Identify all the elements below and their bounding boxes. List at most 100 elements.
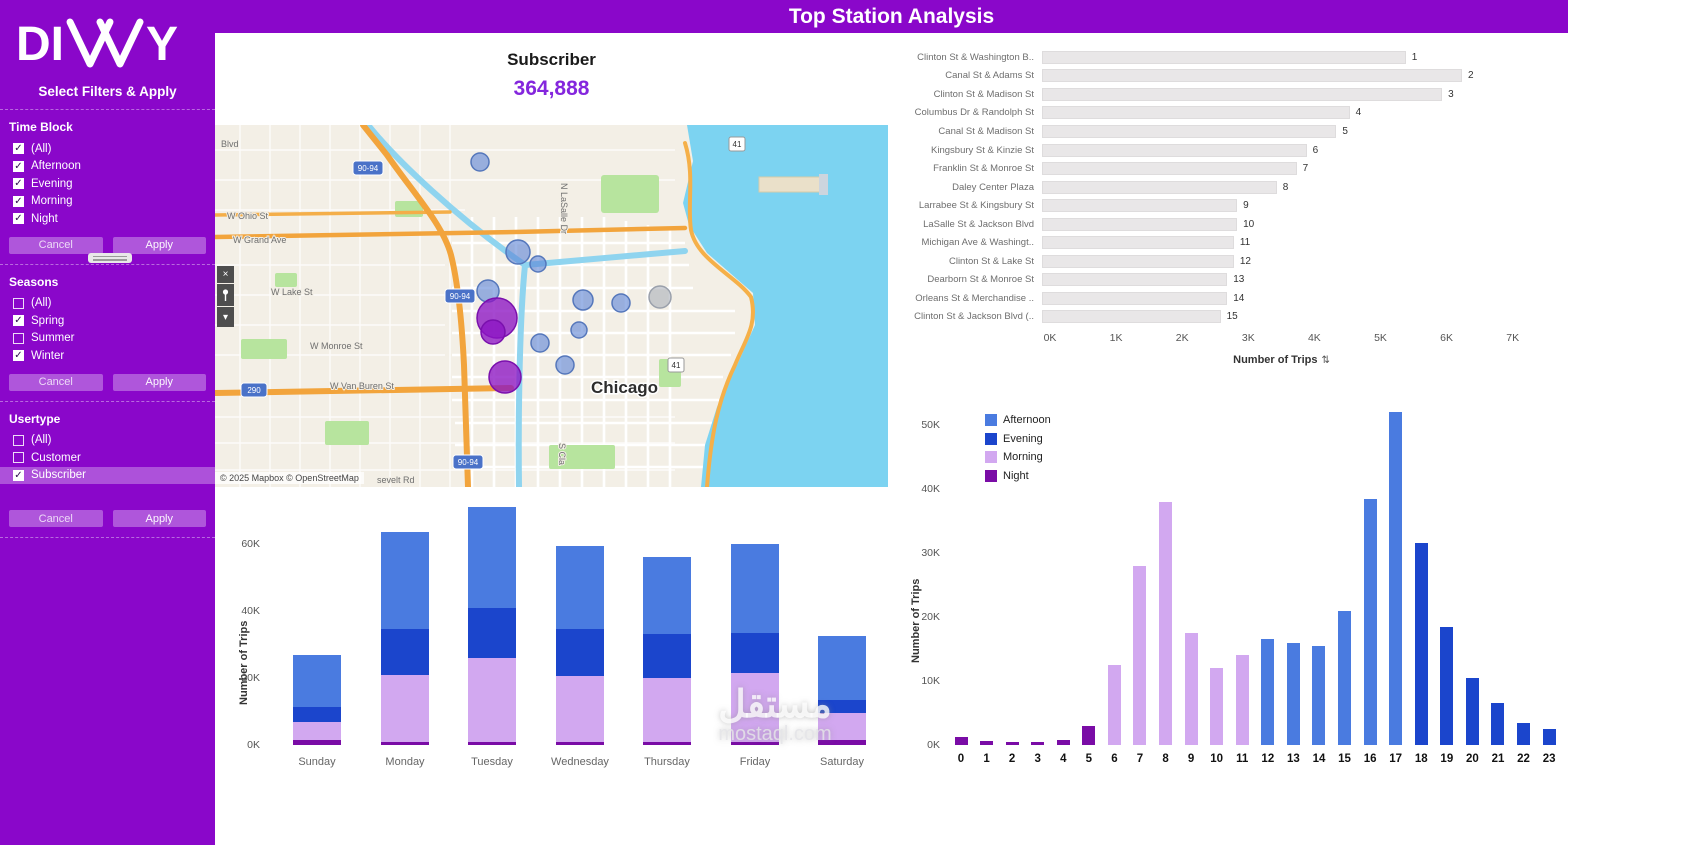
- legend-item-afternoon[interactable]: Afternoon: [985, 411, 1051, 430]
- segment-afternoon[interactable]: [556, 545, 604, 630]
- station-bubble[interactable]: [611, 293, 631, 313]
- zone-grip[interactable]: [88, 253, 132, 263]
- stacked-bar-tuesday[interactable]: [468, 507, 516, 745]
- segment-morning[interactable]: [643, 678, 691, 742]
- checkbox-option-subscriber[interactable]: ✓ Subscriber: [0, 466, 215, 484]
- station-bubble[interactable]: [572, 289, 594, 311]
- hour-bar-1[interactable]: [980, 741, 994, 745]
- checkbox-option-morning[interactable]: ✓ Morning: [0, 193, 215, 211]
- hour-bar-18[interactable]: [1414, 543, 1428, 745]
- station-bar[interactable]: [1042, 310, 1221, 324]
- apply-button[interactable]: Apply: [112, 236, 206, 254]
- stacked-bar-sunday[interactable]: [293, 654, 341, 745]
- unchecked-checkbox-icon[interactable]: [13, 434, 24, 446]
- pin-icon[interactable]: [217, 284, 234, 306]
- hour-bar-2[interactable]: [1005, 741, 1019, 745]
- unchecked-checkbox-icon[interactable]: [13, 452, 24, 464]
- hour-bar-13[interactable]: [1286, 642, 1300, 745]
- segment-evening[interactable]: [643, 634, 691, 679]
- checkbox-option-spring[interactable]: ✓ Spring: [0, 312, 215, 330]
- hour-bar-15[interactable]: [1338, 610, 1352, 745]
- segment-afternoon[interactable]: [818, 636, 866, 700]
- hour-bar-16[interactable]: [1363, 498, 1377, 745]
- legend-item-night[interactable]: Night: [985, 467, 1051, 486]
- station-row[interactable]: Clinton St & Madison St 3: [893, 85, 1573, 104]
- segment-evening[interactable]: [381, 629, 429, 675]
- station-bar[interactable]: [1042, 143, 1307, 157]
- segment-evening[interactable]: [731, 632, 779, 673]
- hour-bar-20[interactable]: [1465, 677, 1479, 745]
- hour-bar-12[interactable]: [1261, 639, 1275, 745]
- station-row[interactable]: Dearborn St & Monroe St 13: [893, 271, 1573, 290]
- hour-bar-4[interactable]: [1056, 739, 1070, 745]
- segment-night[interactable]: [818, 739, 866, 745]
- cancel-button[interactable]: Cancel: [9, 510, 103, 527]
- station-bubble[interactable]: [480, 319, 506, 345]
- chevron-down-icon[interactable]: ▾: [217, 307, 234, 327]
- station-bar[interactable]: [1042, 106, 1350, 120]
- segment-morning[interactable]: [293, 721, 341, 740]
- checked-checkbox-icon[interactable]: ✓: [13, 143, 24, 155]
- hour-bar-11[interactable]: [1235, 655, 1249, 745]
- station-bubble[interactable]: [505, 239, 531, 265]
- segment-morning[interactable]: [731, 672, 779, 742]
- station-bubble[interactable]: [555, 355, 575, 375]
- station-bubble[interactable]: [530, 333, 550, 353]
- legend-item-evening[interactable]: Evening: [985, 430, 1051, 449]
- segment-afternoon[interactable]: [643, 557, 691, 635]
- segment-afternoon[interactable]: [731, 544, 779, 633]
- station-bar[interactable]: [1042, 254, 1234, 268]
- hour-bar-22[interactable]: [1517, 722, 1531, 745]
- station-row[interactable]: Michigan Ave & Washingt.. 11: [893, 233, 1573, 252]
- segment-evening[interactable]: [818, 699, 866, 714]
- hour-bar-23[interactable]: [1542, 729, 1556, 745]
- segment-evening[interactable]: [468, 607, 516, 658]
- station-row[interactable]: Clinton St & Jackson Blvd (.. 15: [893, 308, 1573, 327]
- checked-checkbox-icon[interactable]: ✓: [13, 469, 24, 481]
- station-bar[interactable]: [1042, 199, 1238, 213]
- close-icon[interactable]: ×: [217, 266, 234, 283]
- cancel-button[interactable]: Cancel: [9, 236, 103, 254]
- legend-item-morning[interactable]: Morning: [985, 448, 1051, 467]
- segment-night[interactable]: [731, 741, 779, 745]
- stacked-bar-saturday[interactable]: [818, 636, 866, 745]
- cancel-button[interactable]: Cancel: [9, 373, 103, 391]
- segment-afternoon[interactable]: [293, 654, 341, 707]
- checkbox-option-all[interactable]: (All): [0, 295, 215, 313]
- hour-bar-9[interactable]: [1184, 633, 1198, 745]
- station-bubble[interactable]: [570, 321, 588, 339]
- station-bar[interactable]: [1042, 273, 1228, 287]
- station-row[interactable]: Clinton St & Washington B.. 1: [893, 48, 1573, 67]
- checked-checkbox-icon[interactable]: ✓: [13, 160, 24, 172]
- station-row[interactable]: Kingsbury St & Kinzie St 6: [893, 141, 1573, 160]
- station-row[interactable]: Canal St & Adams St 2: [893, 67, 1573, 86]
- station-bar[interactable]: [1042, 217, 1238, 231]
- unchecked-checkbox-icon[interactable]: [13, 297, 24, 309]
- hour-bar-5[interactable]: [1082, 725, 1096, 745]
- station-bar[interactable]: [1042, 87, 1443, 101]
- hour-bar-21[interactable]: [1491, 703, 1505, 745]
- segment-evening[interactable]: [293, 706, 341, 722]
- checkbox-option-winter[interactable]: ✓ Winter: [0, 347, 215, 365]
- checked-checkbox-icon[interactable]: ✓: [13, 213, 24, 225]
- hour-bar-7[interactable]: [1133, 565, 1147, 745]
- apply-button[interactable]: Apply: [112, 373, 206, 391]
- hour-bar-0[interactable]: [954, 737, 968, 745]
- station-row[interactable]: Larrabee St & Kingsbury St 9: [893, 196, 1573, 215]
- station-bar[interactable]: [1042, 124, 1337, 138]
- station-row[interactable]: Clinton St & Lake St 12: [893, 252, 1573, 271]
- checkbox-option-night[interactable]: ✓ Night: [0, 210, 215, 228]
- station-row[interactable]: LaSalle St & Jackson Blvd 10: [893, 215, 1573, 234]
- apply-button[interactable]: Apply: [112, 510, 206, 527]
- segment-morning[interactable]: [381, 674, 429, 742]
- station-bar[interactable]: [1042, 236, 1234, 250]
- station-bar[interactable]: [1042, 162, 1297, 176]
- checkbox-option-customer[interactable]: Customer: [0, 449, 215, 467]
- segment-afternoon[interactable]: [468, 507, 516, 608]
- station-bubble[interactable]: [529, 255, 547, 273]
- segment-afternoon[interactable]: [381, 532, 429, 630]
- segment-evening[interactable]: [556, 629, 604, 677]
- unchecked-checkbox-icon[interactable]: [13, 332, 24, 344]
- segment-night[interactable]: [468, 741, 516, 745]
- hour-bar-17[interactable]: [1389, 412, 1403, 745]
